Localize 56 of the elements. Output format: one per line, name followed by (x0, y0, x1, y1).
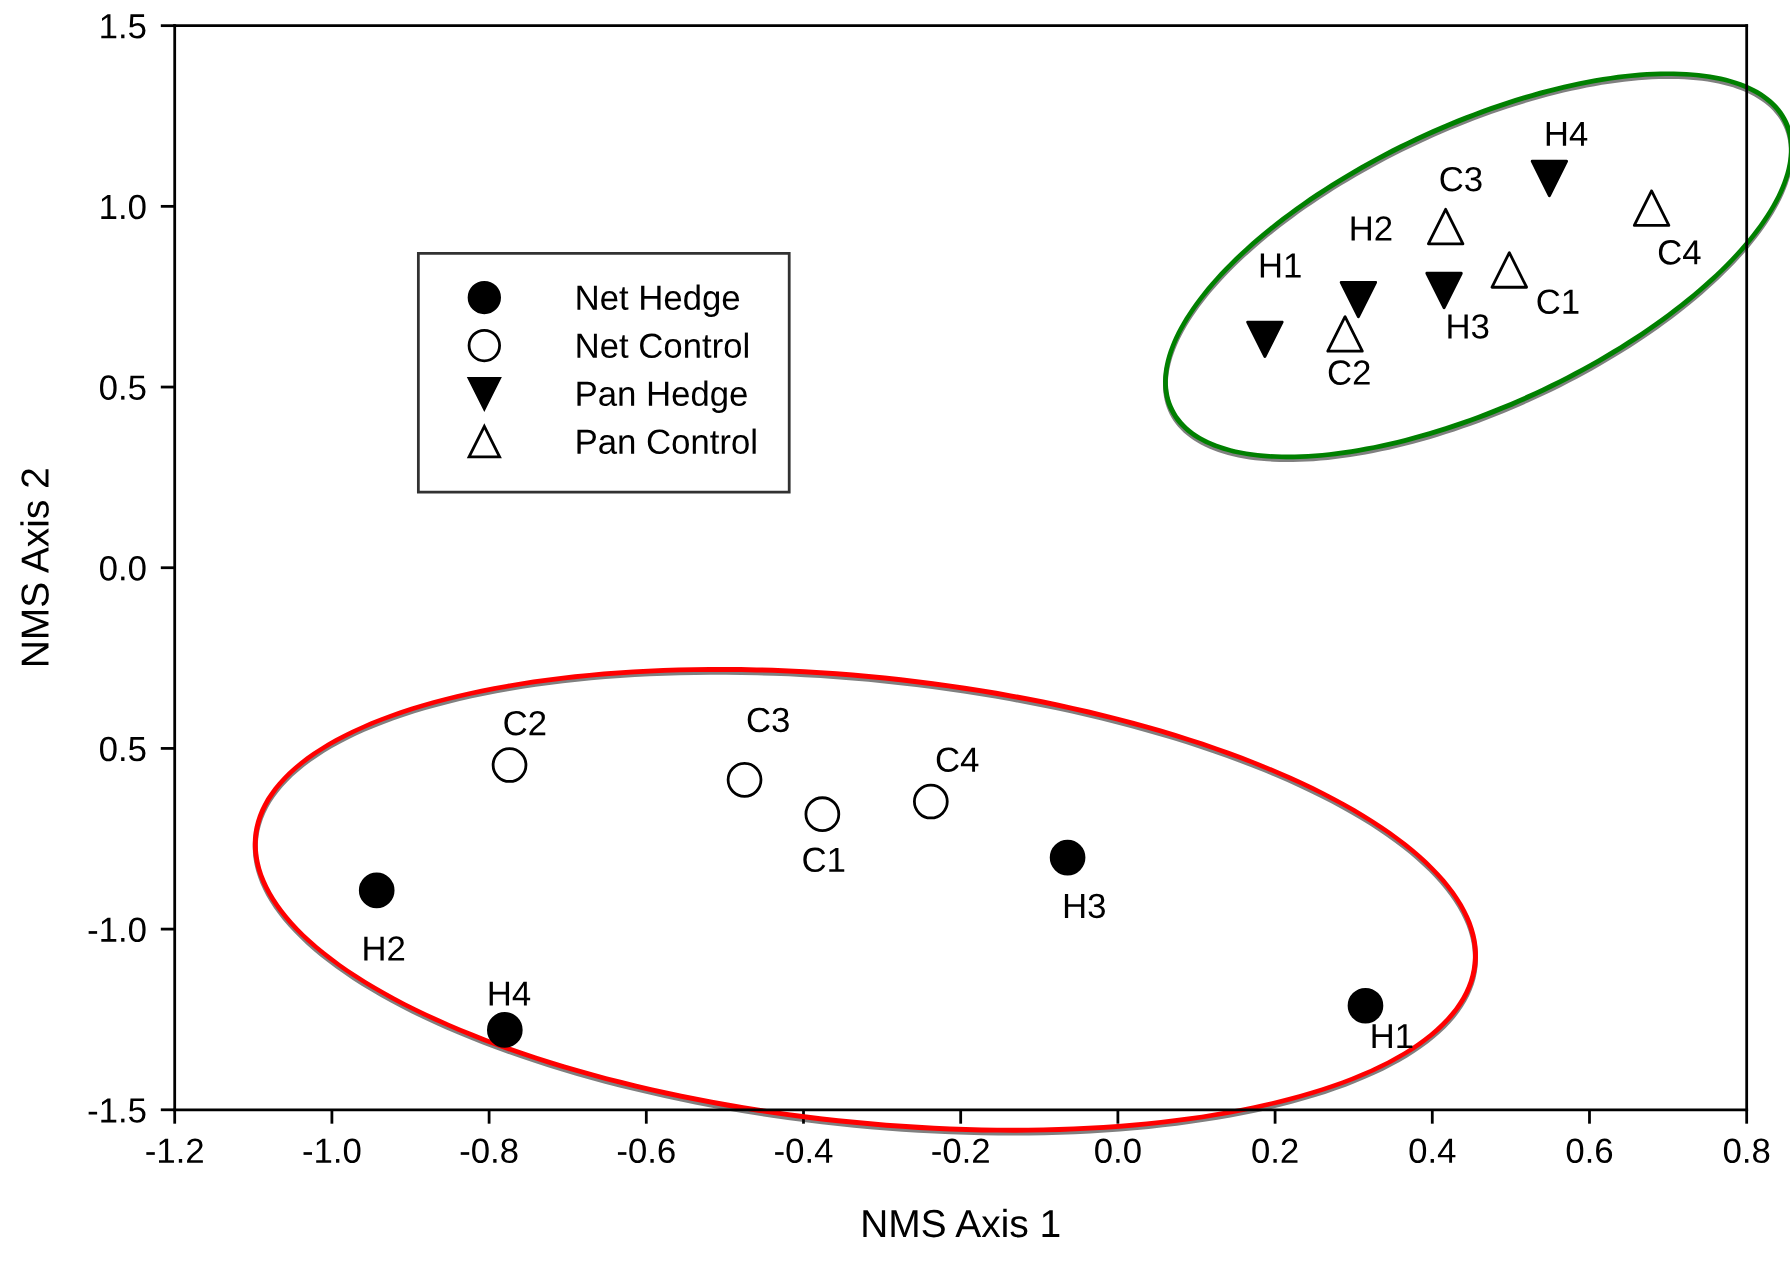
point (358, 872, 395, 909)
point (487, 1012, 523, 1048)
legend-label: Net Hedge (577, 284, 740, 317)
point (1339, 280, 1378, 319)
x-tick-label: 0.2 (1252, 1138, 1298, 1164)
legend-label: Pan Hedge (577, 380, 747, 413)
y-tick-label: 1.0 (101, 194, 146, 220)
point (1049, 839, 1086, 876)
y-tick-label: 0.0 (100, 556, 146, 581)
annotation: H4 (1546, 121, 1588, 146)
point (726, 762, 763, 798)
point (1632, 189, 1671, 227)
point (1530, 159, 1569, 198)
y-tick-label: 0.5 (100, 375, 146, 400)
legend-label: Pan Control (577, 428, 756, 455)
annotation: H3 (1448, 314, 1489, 339)
annotation: C4 (936, 747, 979, 772)
annotation: H1 (1372, 1024, 1413, 1049)
point (1425, 271, 1463, 310)
y-tick-label: 1.5 (101, 14, 146, 39)
x-tick-label: -1.2 (146, 1138, 203, 1163)
y-axis-title: NMS Axis 2 (20, 469, 49, 666)
point (1246, 320, 1284, 359)
point (1490, 251, 1528, 289)
x-tick-label: -0.2 (932, 1138, 989, 1164)
annotation: H2 (364, 936, 405, 961)
annotation: C4 (1658, 240, 1701, 265)
annotation: C2 (504, 710, 546, 736)
annotation: C1 (1537, 289, 1579, 314)
y-tick-label: -1.5 (88, 1098, 146, 1123)
x-tick-label: 0.6 (1566, 1138, 1613, 1164)
x-tick-label: -0.8 (460, 1138, 518, 1164)
point (1347, 987, 1384, 1024)
annotation: H1 (1260, 253, 1301, 278)
legend-label: Net Control (577, 332, 748, 359)
annotation: C3 (1440, 166, 1482, 192)
annotation: C2 (1328, 360, 1370, 385)
x-tick-label: -1.0 (303, 1138, 361, 1164)
annotation: H2 (1351, 216, 1392, 241)
point (491, 747, 528, 783)
x-tick-label: -0.4 (775, 1138, 833, 1164)
x-axis-title: NMS Axis 1 (863, 1208, 1060, 1238)
point (1326, 315, 1364, 353)
point (913, 783, 949, 820)
x-tick-label: -0.6 (617, 1138, 675, 1164)
x-tick-label: 0.8 (1723, 1138, 1770, 1164)
point (1426, 207, 1465, 246)
y-tick-label: 0.5 (100, 736, 146, 762)
y-tick-label: -1.0 (88, 917, 146, 943)
annotation: H3 (1064, 893, 1105, 919)
annotation: C1 (803, 847, 845, 873)
annotation: H4 (489, 981, 531, 1006)
point (804, 796, 841, 833)
x-tick-label: 0.4 (1409, 1138, 1456, 1164)
annotation: C3 (747, 707, 789, 733)
x-tick-label: 0.0 (1095, 1138, 1141, 1164)
